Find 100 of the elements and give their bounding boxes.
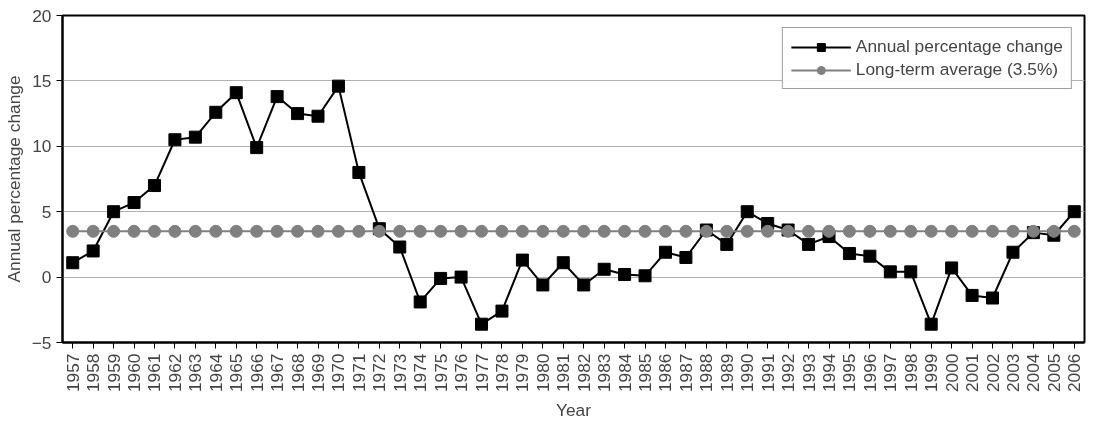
x-tick-label: 1963 bbox=[185, 353, 206, 393]
y-tick-label: 10 bbox=[32, 136, 52, 157]
point bbox=[1047, 224, 1061, 238]
x-tick-label: 1978 bbox=[491, 353, 512, 393]
x-tick-label: 2000 bbox=[941, 353, 962, 393]
point bbox=[945, 261, 959, 275]
point bbox=[515, 224, 529, 238]
point bbox=[229, 224, 243, 238]
point bbox=[413, 295, 427, 309]
x-tick-label: 1989 bbox=[716, 353, 737, 393]
point bbox=[863, 224, 877, 238]
point bbox=[761, 224, 775, 238]
point bbox=[66, 256, 80, 270]
x-tick-label: 1971 bbox=[348, 353, 369, 393]
x-tick-label: 2006 bbox=[1064, 353, 1085, 393]
point bbox=[618, 224, 632, 238]
x-tick-label: 1984 bbox=[614, 353, 635, 393]
point bbox=[536, 278, 550, 292]
point bbox=[720, 224, 734, 238]
x-tick-label: 1974 bbox=[410, 353, 431, 393]
x-tick-label: 1994 bbox=[819, 353, 839, 393]
point bbox=[802, 224, 816, 238]
point bbox=[291, 107, 305, 121]
y-tick-label: 5 bbox=[41, 201, 52, 222]
x-tick-label: 1995 bbox=[839, 353, 860, 393]
point bbox=[147, 224, 161, 238]
point bbox=[188, 130, 202, 144]
point bbox=[679, 250, 693, 264]
point bbox=[556, 256, 570, 270]
x-tick-label: 1959 bbox=[103, 353, 124, 393]
point bbox=[986, 291, 1000, 305]
y-axis-title: Annual percentage change bbox=[3, 75, 24, 283]
point bbox=[740, 205, 754, 219]
point bbox=[904, 224, 918, 238]
x-tick-label: 2004 bbox=[1023, 353, 1044, 393]
point bbox=[311, 224, 325, 238]
y-tick-label: −5 bbox=[31, 332, 52, 353]
x-tick-label: 1979 bbox=[512, 353, 533, 393]
point bbox=[924, 317, 938, 331]
x-tick-label: 1965 bbox=[226, 353, 247, 393]
x-tick-label: 1968 bbox=[287, 353, 308, 393]
point bbox=[168, 133, 182, 147]
point bbox=[597, 224, 611, 238]
x-tick-label: 1970 bbox=[328, 353, 349, 393]
x-tick-label: 2001 bbox=[962, 353, 983, 393]
x-tick-label: 1982 bbox=[573, 353, 594, 393]
x-tick-label: 1993 bbox=[798, 353, 819, 393]
x-tick-label: 1985 bbox=[635, 353, 656, 393]
point bbox=[209, 224, 223, 238]
x-tick-label: 1991 bbox=[757, 353, 778, 393]
x-tick-label: 1976 bbox=[451, 353, 472, 393]
point bbox=[434, 271, 448, 285]
point bbox=[638, 269, 652, 283]
x-tick-label: 2003 bbox=[1002, 353, 1023, 393]
point bbox=[454, 270, 468, 284]
point bbox=[107, 205, 121, 219]
point bbox=[495, 224, 509, 238]
point bbox=[311, 109, 325, 123]
point bbox=[393, 224, 407, 238]
point bbox=[188, 224, 202, 238]
x-tick-label: 1975 bbox=[430, 353, 451, 393]
point bbox=[577, 278, 591, 292]
point bbox=[434, 224, 448, 238]
x-tick-label: 1964 bbox=[205, 353, 226, 393]
x-tick-label: 1990 bbox=[737, 353, 758, 393]
point bbox=[740, 224, 754, 238]
x-tick-label: 1972 bbox=[369, 353, 390, 393]
x-tick-label: 2005 bbox=[1043, 353, 1064, 393]
point bbox=[168, 224, 182, 238]
point bbox=[556, 224, 570, 238]
point bbox=[352, 165, 366, 179]
point bbox=[454, 224, 468, 238]
x-tick-label: 1988 bbox=[696, 353, 717, 393]
point bbox=[393, 240, 407, 254]
point bbox=[331, 79, 345, 93]
point bbox=[250, 224, 264, 238]
x-tick-label: 1960 bbox=[124, 353, 145, 393]
x-tick-label: 1957 bbox=[62, 353, 83, 393]
y-tick-label: 0 bbox=[41, 267, 52, 288]
point bbox=[331, 224, 345, 238]
point bbox=[1006, 224, 1020, 238]
point bbox=[965, 288, 979, 302]
point bbox=[86, 244, 100, 258]
point bbox=[250, 141, 264, 155]
point bbox=[597, 262, 611, 276]
point bbox=[1006, 245, 1020, 259]
point bbox=[352, 224, 366, 238]
point bbox=[1067, 205, 1081, 219]
point bbox=[822, 224, 836, 238]
point bbox=[66, 224, 80, 238]
x-tick-label: 1992 bbox=[778, 353, 799, 393]
x-tick-label: 1998 bbox=[900, 353, 921, 393]
x-tick-label: 1986 bbox=[655, 353, 676, 393]
y-tick-label: 20 bbox=[32, 5, 52, 26]
x-tick-label: 2002 bbox=[982, 353, 1003, 393]
point bbox=[86, 224, 100, 238]
point bbox=[863, 249, 877, 263]
point bbox=[618, 267, 632, 281]
point bbox=[883, 265, 897, 279]
point bbox=[842, 224, 856, 238]
